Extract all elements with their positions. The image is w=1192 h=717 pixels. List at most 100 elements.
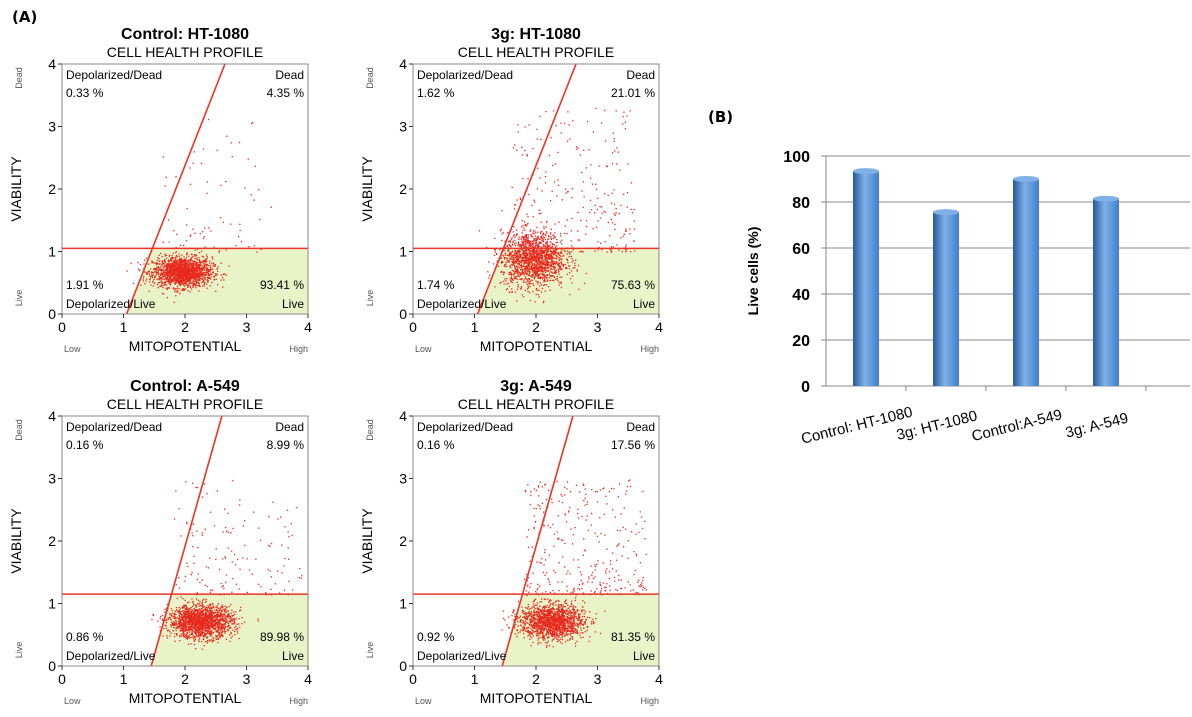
data-point [513, 259, 515, 261]
data-point [235, 244, 237, 247]
data-point [528, 253, 531, 255]
data-point [199, 233, 201, 235]
data-point [543, 251, 545, 253]
data-point [151, 274, 153, 276]
data-point [173, 613, 175, 615]
data-point [517, 273, 519, 275]
data-point [179, 271, 182, 273]
data-point [177, 291, 179, 293]
data-point [535, 237, 538, 239]
data-point [568, 256, 570, 258]
data-point [537, 244, 539, 247]
data-point [238, 618, 240, 620]
data-point [542, 270, 544, 273]
data-point [535, 256, 537, 258]
data-point [213, 620, 215, 622]
data-point [162, 241, 164, 243]
data-point [221, 624, 223, 626]
data-point [571, 217, 573, 219]
data-point [232, 623, 234, 625]
data-point [214, 617, 216, 620]
data-point [509, 266, 511, 268]
data-point [193, 266, 195, 268]
data-point [234, 634, 236, 636]
data-point [148, 263, 150, 265]
data-point [629, 228, 631, 230]
data-point [196, 626, 198, 628]
data-point [505, 265, 508, 268]
data-point [216, 274, 218, 276]
data-point [212, 619, 215, 621]
data-point [522, 258, 525, 260]
data-point [506, 244, 508, 247]
data-point [172, 262, 174, 264]
data-point [525, 269, 527, 271]
data-point [194, 273, 196, 276]
data-point [191, 620, 194, 622]
data-point [522, 241, 524, 244]
data-point [167, 280, 170, 283]
data-point [200, 261, 202, 263]
data-point [190, 612, 193, 614]
data-point [170, 281, 172, 283]
data-point [165, 266, 167, 268]
data-point [183, 604, 185, 606]
data-point [535, 250, 537, 252]
data-point [560, 286, 563, 289]
data-point [192, 605, 194, 608]
data-point [558, 263, 560, 265]
data-point [184, 626, 186, 628]
data-point [502, 271, 505, 273]
data-point [557, 253, 559, 255]
data-point [526, 268, 528, 270]
data-point [525, 258, 527, 260]
data-point [183, 625, 185, 628]
data-point [171, 270, 173, 272]
panel-label-a: (A) [12, 8, 38, 26]
data-point [205, 615, 208, 617]
data-point [198, 634, 200, 636]
data-point [151, 272, 153, 274]
data-point [550, 261, 552, 263]
data-point [614, 214, 616, 216]
data-point [201, 619, 203, 621]
data-point [209, 267, 212, 269]
quadrant-label-dead: Dead [626, 68, 655, 82]
data-point [527, 234, 530, 236]
data-point [179, 272, 181, 274]
chart-title: 3g: HT-1080 [491, 26, 581, 43]
data-point [187, 636, 189, 639]
data-point [179, 613, 181, 615]
data-point [171, 258, 174, 260]
data-point [187, 280, 189, 282]
data-point [556, 275, 558, 278]
data-point [555, 252, 557, 254]
data-point [195, 264, 197, 267]
data-point [167, 275, 169, 277]
data-point [155, 274, 157, 276]
data-point [622, 123, 624, 125]
data-point [538, 296, 540, 298]
data-point [149, 278, 151, 281]
data-point [532, 147, 534, 150]
data-point [548, 245, 550, 248]
data-point [513, 254, 515, 256]
data-point [626, 115, 628, 117]
data-point [173, 615, 175, 617]
data-point [511, 186, 513, 189]
data-point [172, 267, 174, 269]
data-point [515, 268, 517, 271]
data-point [527, 268, 529, 270]
data-point [516, 149, 518, 151]
data-point [550, 263, 552, 265]
data-point [168, 268, 171, 270]
data-point [538, 249, 541, 252]
data-point [504, 246, 507, 248]
data-point [548, 235, 550, 237]
data-point [183, 615, 185, 617]
data-point [156, 278, 158, 280]
data-point [163, 275, 165, 277]
data-point [162, 619, 164, 622]
data-point [221, 604, 223, 606]
data-point [499, 282, 501, 284]
